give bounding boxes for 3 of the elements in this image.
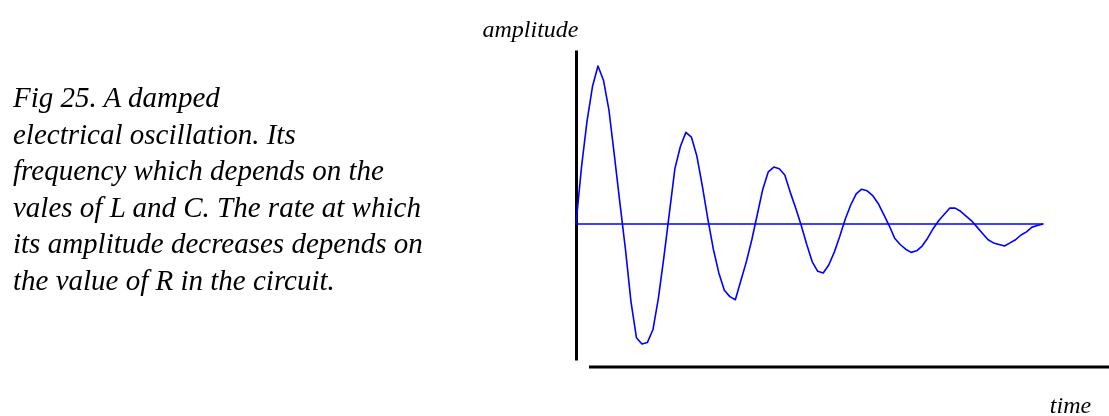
y-axis-title: amplitude — [482, 15, 579, 42]
x-axis-title: time — [1049, 391, 1092, 416]
caption: Fig 25. A damped electrical oscillation. Its frequency which depends on the vales of L and C. The rate at which its amplitude decreases depends on the value of R in the circuit. — [12, 81, 423, 296]
